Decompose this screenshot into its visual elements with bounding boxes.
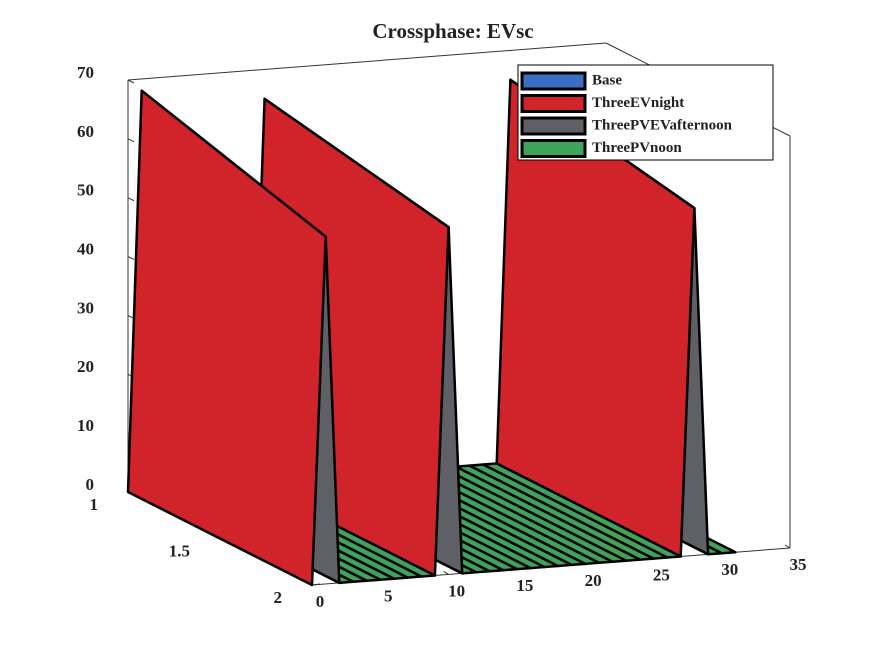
- z-tick-label: 40: [77, 239, 94, 258]
- x-tick-label: 30: [721, 560, 738, 579]
- z-tick-label: 0: [86, 475, 95, 494]
- legend-label: ThreePVEVafternoon: [592, 117, 733, 133]
- y-tick-label: 1.5: [169, 541, 190, 560]
- x-tick-label: 35: [790, 555, 807, 574]
- chart-title: Crossphase: EVsc: [372, 19, 533, 43]
- y-tick-label: 2: [274, 588, 283, 607]
- y-tick: [311, 583, 321, 586]
- legend-label: ThreeEVnight: [592, 95, 684, 111]
- x-tick-label: 5: [384, 587, 393, 606]
- z-tick: [127, 256, 135, 261]
- surface-face: [126, 89, 327, 587]
- legend-swatch: [520, 116, 587, 136]
- z-tick: [127, 197, 135, 202]
- z-tick-label: 20: [77, 357, 94, 376]
- legend-label: Base: [592, 72, 622, 88]
- z-tick-label: 30: [77, 298, 94, 317]
- z-tick-label: 60: [77, 122, 94, 141]
- z-tick-label: 50: [77, 181, 94, 200]
- legend-swatch: [520, 71, 587, 91]
- axis-box: [127, 42, 607, 81]
- z-tick: [127, 79, 135, 84]
- z-tick-label: 70: [77, 63, 94, 82]
- x-tick-label: 20: [585, 571, 602, 590]
- x-tick-label: 0: [316, 592, 325, 611]
- x-tick: [443, 570, 449, 575]
- legend: Base ThreeEVnight ThreePVEVafternoon ThreeP…: [517, 64, 774, 161]
- z-tick: [127, 138, 135, 143]
- y-tick-label: 1: [90, 495, 99, 514]
- x-tick-label: 10: [448, 581, 465, 600]
- x-tick-label: 15: [516, 576, 533, 595]
- x-tick: [784, 544, 791, 549]
- x-tick-label: 25: [653, 565, 670, 584]
- legend-swatch: [520, 139, 587, 158]
- legend-label: ThreePVnoon: [592, 140, 682, 156]
- z-tick-label: 10: [77, 416, 94, 435]
- legend-swatch: [520, 94, 587, 113]
